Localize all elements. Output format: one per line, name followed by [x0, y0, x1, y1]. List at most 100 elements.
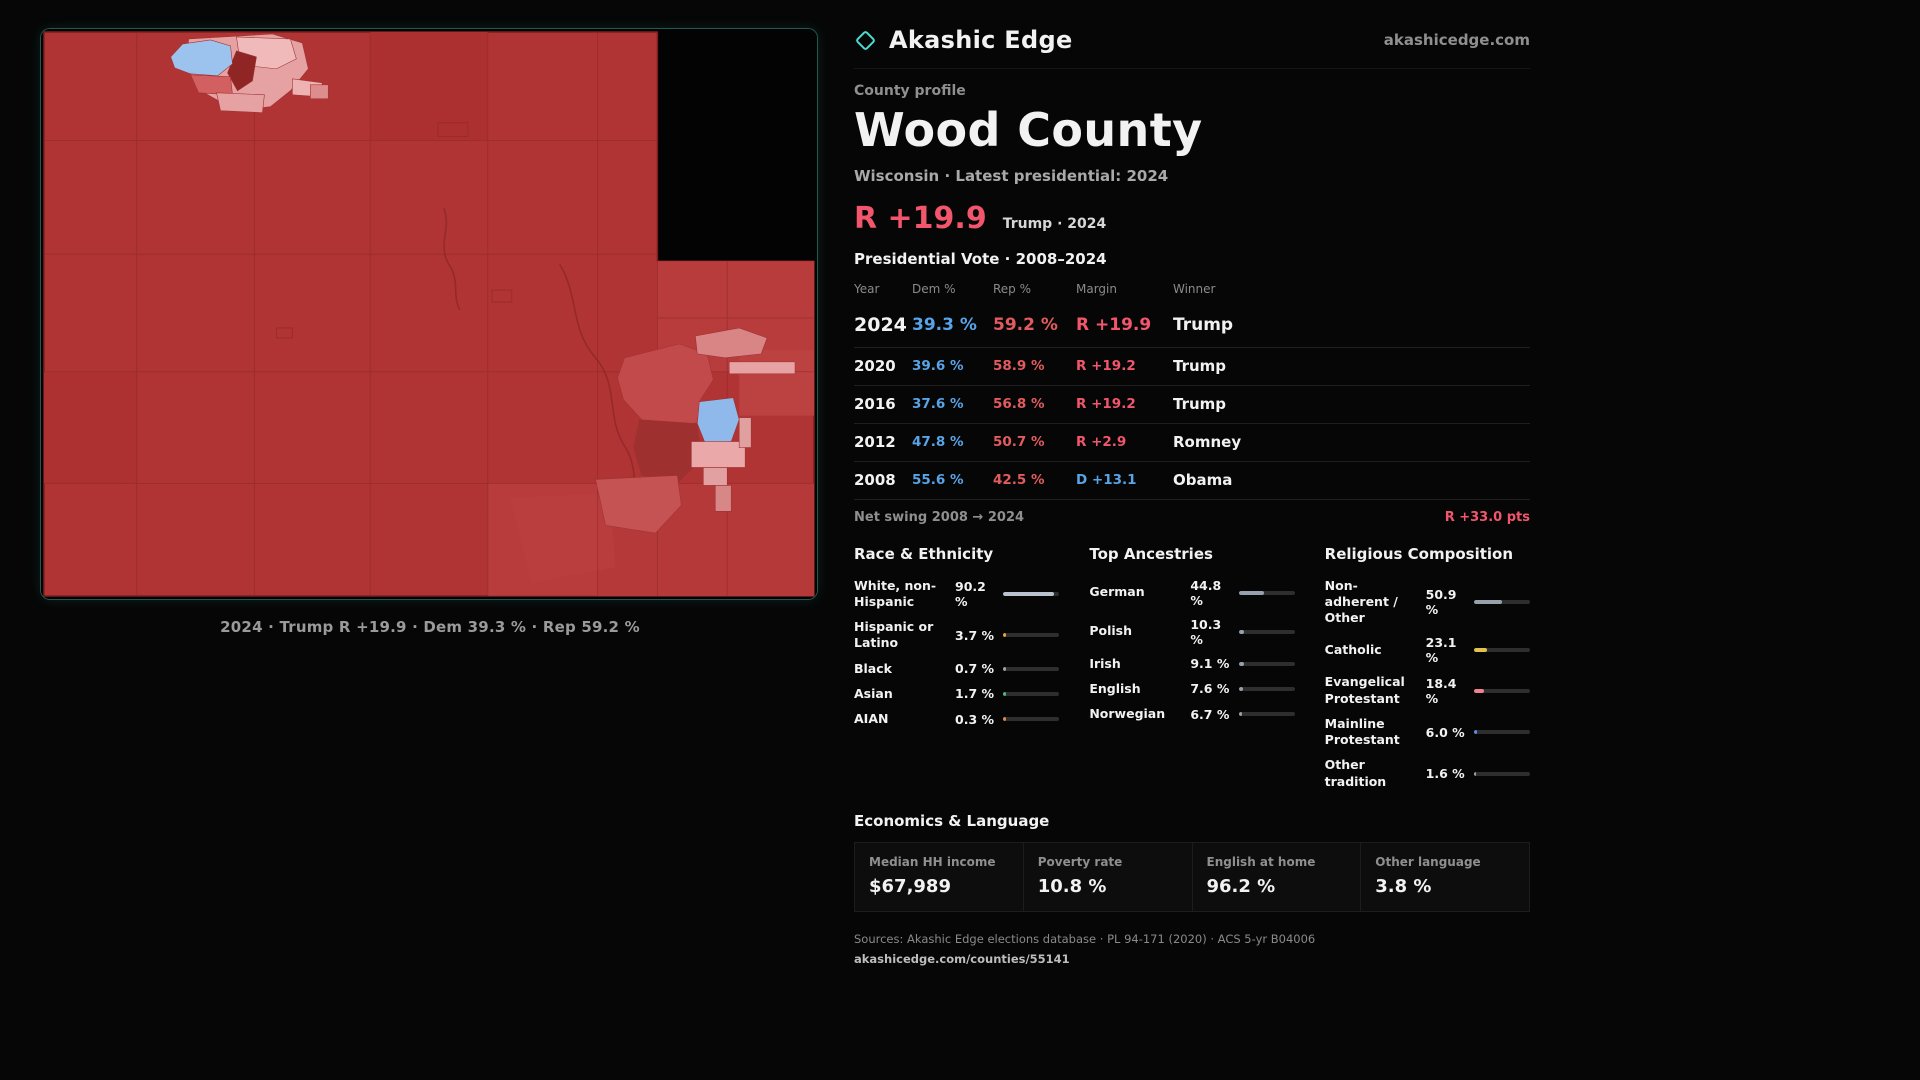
demo-row: AIAN 0.3 %: [854, 707, 1060, 732]
religious-composition-column: Religious Composition Non-adherent / Oth…: [1325, 539, 1530, 794]
race-ethnicity-column: Race & Ethnicity White, non-Hispanic 90.…: [854, 539, 1060, 794]
county-outline: [43, 31, 815, 597]
demo-row: Mainline Protestant 6.0 %: [1325, 711, 1530, 753]
dem-cell: 39.6 %: [912, 358, 964, 374]
winner-cell: Trump: [1173, 395, 1227, 413]
demo-value: 90.2 %: [955, 578, 986, 609]
vote-row-2016: 2016 37.6 % 56.8 % R +19.2 Trump: [854, 386, 1530, 424]
demo-row: Other tradition 1.6 %: [1325, 753, 1530, 795]
stat-value: $67,989: [869, 876, 951, 898]
county-profile-panel: Akashic Edge akashicedge.com County prof…: [854, 22, 1530, 1080]
col-margin: Margin: [1076, 282, 1117, 296]
demo-label: Non-adherent / Other: [1324, 577, 1398, 626]
demo-bar-fill: [1473, 771, 1477, 776]
demo-row: Irish 9.1 %: [1089, 651, 1295, 676]
col-year: Year: [854, 282, 880, 296]
economics-title: Economics & Language: [854, 812, 1050, 831]
year-cell: 2012: [854, 433, 896, 451]
demo-bar-fill: [1473, 648, 1487, 653]
rep-cell: 58.9 %: [993, 358, 1045, 374]
winner-cell: Trump: [1173, 315, 1234, 335]
brand-diamond-icon: [854, 29, 877, 51]
county-title: Wood County: [854, 103, 1203, 157]
small-precinct-outlines: [275, 122, 513, 339]
col-rep: Rep %: [993, 282, 1032, 296]
vote-table: Year Dem % Rep % Margin Winner 2024 39.3…: [854, 274, 1530, 500]
demo-bar-fill: [1473, 730, 1478, 734]
demo-value: 7.6 %: [1190, 681, 1230, 697]
demo-row: Norwegian 6.7 %: [1089, 702, 1295, 727]
demo-bar-fill: [1003, 666, 1006, 671]
demographics-section: Race & Ethnicity White, non-Hispanic 90.…: [854, 539, 1530, 794]
stat-other-language: Other language 3.8 %: [1360, 843, 1529, 912]
demo-label: White, non-Hispanic: [854, 577, 937, 609]
demo-bar-track: [1473, 730, 1530, 734]
demo-bar-fill: [1238, 712, 1243, 717]
net-swing-row: Net swing 2008 → 2024 R +33.0 pts: [854, 500, 1530, 537]
demo-value: 44.8 %: [1190, 577, 1222, 608]
demo-label: Black: [854, 660, 892, 676]
demo-bar-fill: [1003, 633, 1006, 638]
stat-english-at-home: English at home 96.2 %: [1191, 843, 1361, 912]
demo-row: Catholic 23.1 %: [1325, 631, 1530, 670]
col-dem: Dem %: [912, 282, 956, 296]
vote-row-2008: 2008 55.6 % 42.5 % D +13.1 Obama: [854, 462, 1530, 500]
demo-row: White, non-Hispanic 90.2 %: [854, 573, 1060, 615]
demo-row: Black 0.7 %: [854, 656, 1060, 681]
brand-logo-group: Akashic Edge: [854, 26, 1073, 54]
demo-value: 1.7 %: [955, 686, 995, 702]
year-cell: 2016: [854, 395, 896, 413]
demo-label: Polish: [1089, 623, 1132, 639]
ancestries-column-title: Top Ancestries: [1089, 545, 1213, 563]
demo-bar-track: [1473, 771, 1530, 776]
demo-value: 0.7 %: [955, 661, 995, 677]
demo-bar-track: [1003, 591, 1060, 596]
stat-label: Median HH income: [869, 855, 996, 870]
demo-row: Asian 1.7 %: [854, 681, 1060, 706]
headline-note: Trump · 2024: [1002, 216, 1107, 232]
demo-bar-fill: [1238, 661, 1244, 666]
demo-label: Norwegian: [1089, 706, 1166, 721]
footer-permalink[interactable]: akashicedge.com/counties/55141: [854, 952, 1070, 967]
rep-cell: 56.8 %: [993, 396, 1045, 412]
rep-cell: 59.2 %: [993, 315, 1058, 335]
demo-bar-fill: [1003, 591, 1054, 596]
demo-label: Hispanic or Latino: [854, 619, 934, 651]
demo-label: Mainline Protestant: [1324, 715, 1400, 747]
brand-header: Akashic Edge akashicedge.com: [854, 22, 1530, 69]
demo-value: 10.3 %: [1190, 616, 1222, 647]
demo-label: Evangelical Protestant: [1324, 674, 1405, 706]
demo-value: 23.1 %: [1425, 635, 1457, 666]
demo-bar-track: [1003, 666, 1060, 671]
demo-bar-fill: [1473, 599, 1503, 604]
demo-row: Evangelical Protestant 18.4 %: [1325, 670, 1530, 712]
vote-row-2024: 2024 39.3 % 59.2 % R +19.9 Trump: [854, 305, 1530, 348]
winner-cell: Obama: [1173, 471, 1233, 489]
dem-cell: 37.6 %: [912, 396, 964, 412]
headline-margin: R +19.9: [854, 201, 987, 236]
top-ancestries-column: Top Ancestries German 44.8 % Polish 10.3…: [1089, 539, 1295, 794]
county-precinct-map[interactable]: [41, 29, 817, 599]
demo-row: German 44.8 %: [1089, 573, 1295, 612]
demo-bar-track: [1238, 661, 1295, 666]
rep-cell: 42.5 %: [993, 472, 1045, 488]
year-cell: 2024: [854, 314, 907, 336]
county-kicker: County profile: [854, 83, 966, 99]
stat-value: 10.8 %: [1037, 876, 1107, 898]
county-map-panel[interactable]: [40, 28, 818, 600]
year-cell: 2008: [854, 471, 896, 489]
demo-bar-track: [1238, 712, 1295, 717]
site-link[interactable]: akashicedge.com: [1383, 31, 1530, 49]
marshfield-precincts: [170, 33, 329, 114]
brand-name: Akashic Edge: [889, 26, 1073, 54]
margin-cell: R +19.9: [1076, 315, 1152, 335]
demo-value: 50.9 %: [1425, 586, 1457, 617]
demo-label: AIAN: [854, 711, 889, 726]
demo-label: Asian: [854, 685, 893, 701]
dem-cell: 55.6 %: [912, 472, 964, 488]
winner-cell: Trump: [1173, 357, 1227, 375]
demo-bar-track: [1003, 633, 1060, 638]
demo-row: Polish 10.3 %: [1089, 612, 1295, 651]
demo-value: 6.0 %: [1425, 724, 1465, 740]
